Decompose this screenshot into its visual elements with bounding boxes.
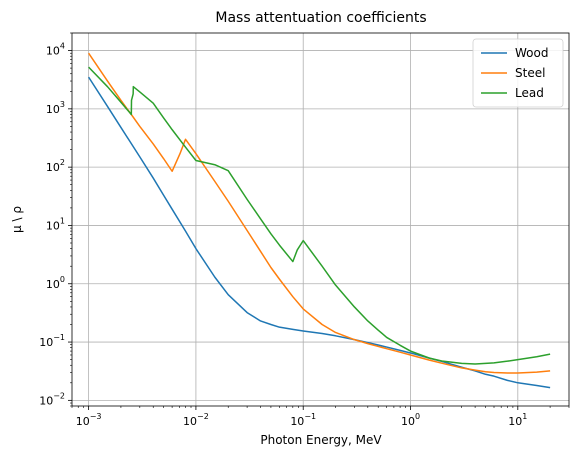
x-tick-label: 101 [508,412,527,428]
y-tick-label: 10−1 [39,333,65,349]
series-line-wood [87,76,551,389]
series-line-steel [87,52,551,374]
chart-title: Mass attentuation coefficients [215,10,426,26]
legend-box [472,38,564,108]
y-axis-ticks: 10−2 10−1 100 101 102 103 104 [39,32,72,407]
legend-entry-wood: Wood [515,46,548,60]
y-tick-label: 10−2 [39,391,65,407]
x-tick-label: 10−3 [76,412,102,428]
x-tick-label: 100 [401,412,420,428]
x-tick-label: 10−2 [183,412,209,428]
legend-entry-steel: Steel [515,66,545,80]
legend-entry-lead: Lead [515,86,544,100]
series-line-lead [88,66,551,365]
y-tick-label: 104 [46,42,65,58]
x-axis-label: Photon Energy, MeV [260,433,382,447]
plot-frame [71,32,570,407]
y-tick-label: 100 [46,275,65,291]
x-axis-ticks: 10−3 10−2 10−1 100 101 [71,406,570,428]
y-tick-label: 102 [46,158,65,174]
y-axis-label: μ \ ρ [10,206,24,233]
x-tick-label: 10−1 [290,412,316,428]
grid [72,33,569,406]
y-tick-label: 103 [46,100,65,116]
legend: Wood Steel Lead [472,38,564,108]
series-layer [87,52,551,389]
y-tick-label: 101 [46,216,65,232]
